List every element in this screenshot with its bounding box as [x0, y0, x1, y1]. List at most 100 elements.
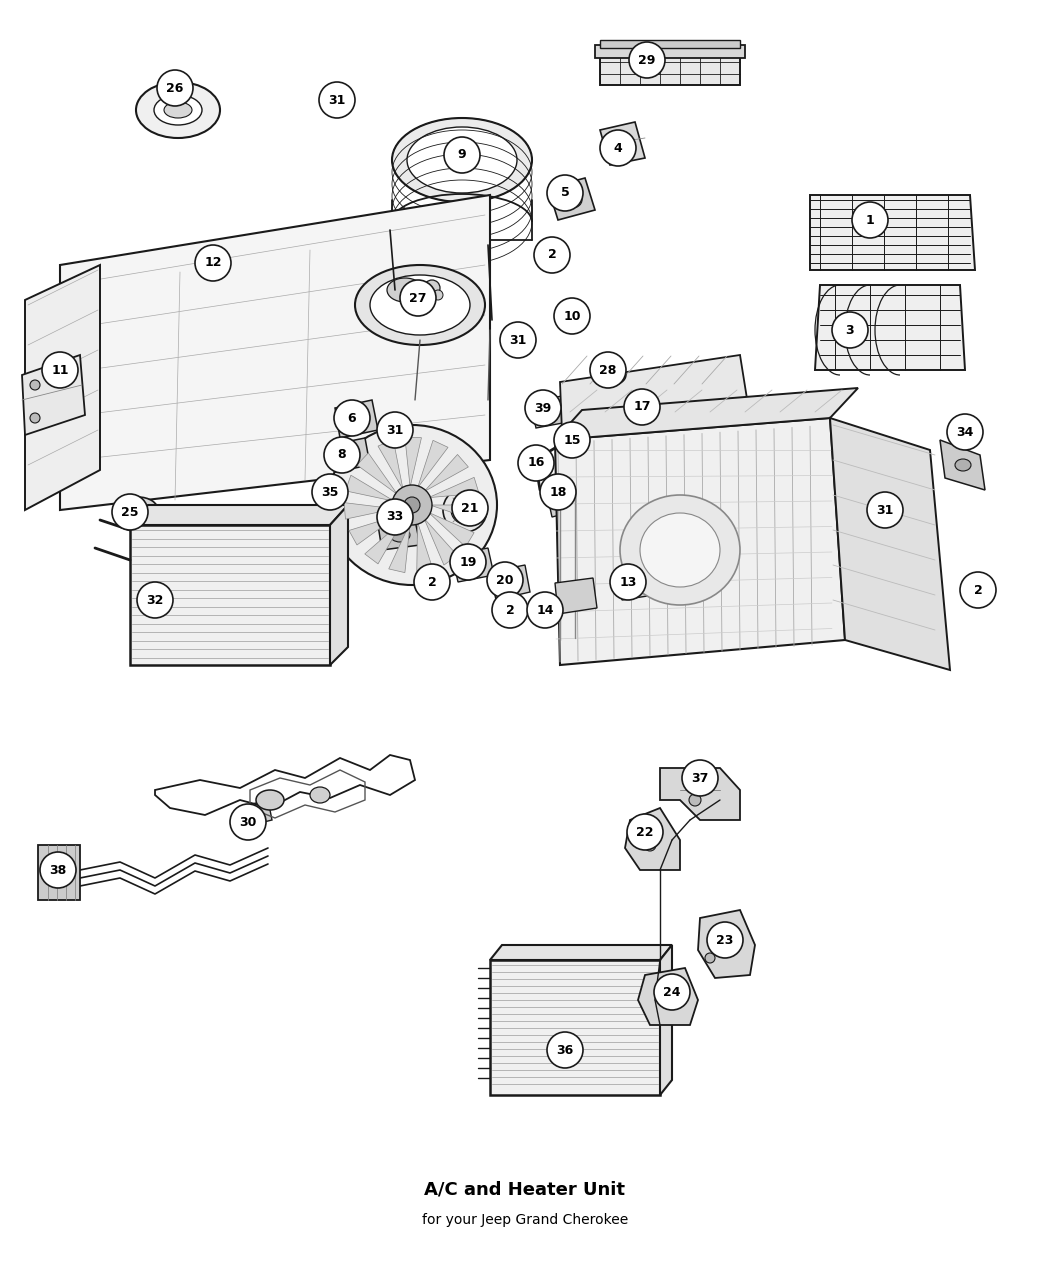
Circle shape: [629, 42, 665, 78]
Polygon shape: [38, 845, 80, 900]
Polygon shape: [405, 437, 421, 487]
Polygon shape: [940, 440, 985, 490]
Ellipse shape: [433, 289, 443, 300]
Polygon shape: [25, 265, 100, 510]
Polygon shape: [558, 425, 596, 460]
Ellipse shape: [355, 265, 485, 346]
Circle shape: [158, 70, 193, 106]
Circle shape: [195, 245, 231, 280]
Text: 3: 3: [845, 324, 855, 337]
Ellipse shape: [370, 275, 470, 335]
Text: 31: 31: [329, 93, 345, 107]
Ellipse shape: [310, 787, 330, 803]
Circle shape: [682, 760, 718, 796]
Polygon shape: [600, 122, 645, 164]
Circle shape: [487, 562, 523, 598]
Polygon shape: [530, 397, 568, 428]
Text: 36: 36: [556, 1043, 573, 1057]
Polygon shape: [555, 578, 597, 615]
Circle shape: [324, 437, 360, 473]
Ellipse shape: [562, 193, 582, 208]
Polygon shape: [130, 505, 348, 525]
Circle shape: [334, 400, 370, 436]
Polygon shape: [600, 40, 740, 48]
Text: 21: 21: [461, 501, 479, 515]
Circle shape: [547, 1031, 583, 1068]
Text: 22: 22: [636, 825, 654, 839]
Circle shape: [112, 493, 148, 530]
Polygon shape: [490, 945, 672, 960]
Polygon shape: [248, 799, 272, 825]
Text: 27: 27: [410, 292, 426, 305]
Circle shape: [600, 130, 636, 166]
Polygon shape: [555, 388, 858, 440]
Ellipse shape: [348, 411, 366, 425]
Text: 8: 8: [338, 449, 347, 462]
Polygon shape: [344, 502, 395, 519]
Polygon shape: [555, 418, 845, 666]
Polygon shape: [560, 354, 748, 432]
Text: 31: 31: [877, 504, 894, 516]
Polygon shape: [600, 55, 740, 85]
Circle shape: [867, 492, 903, 528]
Ellipse shape: [164, 102, 192, 119]
Ellipse shape: [561, 315, 585, 333]
Polygon shape: [378, 520, 420, 550]
Ellipse shape: [392, 119, 532, 201]
Text: 2: 2: [427, 575, 437, 589]
Circle shape: [230, 805, 266, 840]
Circle shape: [312, 474, 348, 510]
Polygon shape: [428, 513, 475, 547]
Circle shape: [500, 323, 536, 358]
Circle shape: [540, 474, 576, 510]
Circle shape: [554, 298, 590, 334]
Polygon shape: [378, 440, 403, 490]
Polygon shape: [335, 400, 378, 439]
Polygon shape: [349, 515, 398, 544]
Circle shape: [832, 312, 868, 348]
Text: 2: 2: [548, 249, 556, 261]
Text: 4: 4: [613, 142, 623, 154]
Polygon shape: [490, 960, 660, 1095]
Polygon shape: [660, 768, 740, 820]
Text: 34: 34: [957, 426, 973, 439]
Ellipse shape: [136, 82, 220, 138]
Circle shape: [377, 499, 413, 536]
Circle shape: [525, 390, 561, 426]
Circle shape: [518, 445, 554, 481]
Text: 33: 33: [386, 510, 403, 524]
Polygon shape: [60, 195, 490, 510]
Polygon shape: [330, 505, 348, 666]
Text: 29: 29: [638, 54, 655, 66]
Ellipse shape: [30, 380, 40, 390]
Text: 10: 10: [563, 310, 581, 323]
Circle shape: [42, 352, 78, 388]
Circle shape: [960, 572, 996, 608]
Text: 31: 31: [386, 423, 403, 436]
Polygon shape: [490, 565, 530, 601]
Text: 12: 12: [205, 256, 222, 269]
Ellipse shape: [719, 938, 731, 951]
Bar: [878, 505, 892, 515]
Text: for your Jeep Grand Cherokee: for your Jeep Grand Cherokee: [422, 1213, 628, 1227]
Text: 30: 30: [239, 816, 256, 829]
Ellipse shape: [423, 574, 441, 592]
Circle shape: [627, 813, 663, 850]
Ellipse shape: [30, 413, 40, 423]
Polygon shape: [417, 523, 433, 572]
Circle shape: [947, 414, 983, 450]
Text: 14: 14: [537, 603, 553, 617]
Ellipse shape: [598, 365, 626, 385]
Polygon shape: [830, 418, 950, 669]
Circle shape: [554, 422, 590, 458]
Bar: [330, 103, 344, 113]
Polygon shape: [625, 808, 680, 870]
Ellipse shape: [659, 992, 671, 1003]
Polygon shape: [424, 519, 458, 565]
Polygon shape: [388, 523, 411, 572]
Text: 20: 20: [497, 574, 513, 586]
Circle shape: [136, 581, 173, 618]
Bar: [393, 425, 407, 435]
Ellipse shape: [390, 528, 410, 542]
Polygon shape: [545, 478, 580, 516]
